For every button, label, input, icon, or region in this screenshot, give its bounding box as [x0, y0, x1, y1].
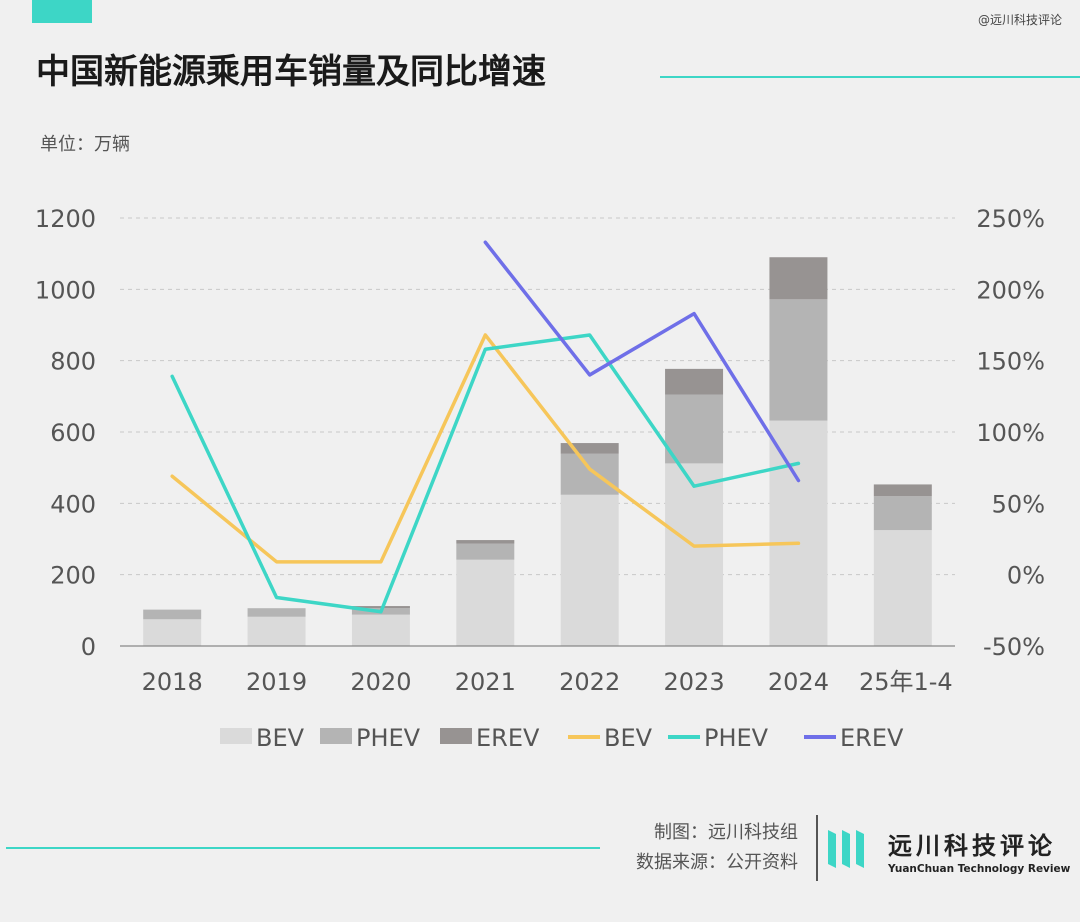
legend-label: BEV: [604, 724, 653, 752]
brand-logo-icon: [828, 830, 864, 868]
y-left-tick-label: 600: [50, 419, 96, 447]
legend-label: PHEV: [356, 724, 421, 752]
bar-erev: [665, 368, 724, 395]
y-right-tick-label: -50%: [983, 633, 1045, 661]
bar-erev: [560, 443, 619, 454]
brand-name-en: YuanChuan Technology Review: [888, 863, 1071, 875]
axes: 0 200 400 600 800 1000 1200 -50% 0% 50% 100% 150% 20…: [35, 205, 1045, 696]
top-accent-bar: [32, 0, 92, 23]
credit-maker: 制图：远川科技组: [654, 822, 798, 843]
bar-bev: [873, 530, 932, 646]
bars: [143, 257, 932, 646]
y-left-tick-label: 0: [81, 633, 96, 661]
y-right-tick-label: 200%: [976, 276, 1045, 304]
x-tick-label: 2022: [559, 668, 620, 696]
bar-bev: [456, 559, 515, 646]
y-right-tick-label: 50%: [992, 490, 1045, 518]
y-left-tick-label: 1200: [35, 205, 96, 233]
bar-erev: [873, 484, 932, 497]
x-tick-label: 2020: [350, 668, 411, 696]
y-right-tick-label: 150%: [976, 348, 1045, 376]
legend-swatch-bev-bar: [220, 728, 252, 744]
bar-bev: [769, 420, 828, 646]
bar-bev: [665, 463, 724, 646]
sales-chart: 0 200 400 600 800 1000 1200 -50% 0% 50% 100% 150% 20…: [35, 205, 1045, 752]
footer-divider: [816, 815, 818, 881]
x-tick-label: 25年1-4: [859, 668, 953, 696]
x-tick-label: 2021: [455, 668, 516, 696]
bar-bev: [143, 619, 202, 646]
bar-phev: [665, 394, 724, 464]
y-left-tick-label: 1000: [35, 276, 96, 304]
legend-swatch-erev-bar: [440, 728, 472, 744]
legend-label: PHEV: [704, 724, 769, 752]
legend-label: EREV: [840, 724, 904, 752]
y-left-tick-label: 200: [50, 562, 96, 590]
legend-label: BEV: [256, 724, 305, 752]
brand-name-cn: 远川科技评论: [888, 832, 1056, 860]
bar-phev: [769, 299, 828, 421]
line-bev-growth: [170, 333, 801, 564]
bar-bev: [560, 494, 619, 646]
line-erev-growth: [483, 240, 801, 483]
bar-phev: [247, 608, 306, 617]
line-phev-growth: [170, 333, 801, 614]
bar-erev: [769, 257, 828, 300]
bar-erev: [456, 540, 515, 544]
legend-label: EREV: [476, 724, 540, 752]
bar-bev: [351, 614, 410, 646]
bar-bev: [247, 616, 306, 646]
growth-lines: [170, 240, 801, 614]
credit-source: 数据来源：公开资料: [636, 852, 798, 873]
bar-phev: [143, 609, 202, 620]
watermark: @远川科技评论: [977, 13, 1062, 27]
y-left-tick-label: 400: [50, 490, 96, 518]
y-right-tick-label: 100%: [976, 419, 1045, 447]
brand: 远川科技评论 YuanChuan Technology Review: [888, 826, 1070, 875]
y-right-tick-label: 0%: [1007, 562, 1045, 590]
x-tick-label: 2019: [246, 668, 307, 696]
legend: BEV PHEV EREV BEV PHEV EREV: [220, 724, 904, 752]
y-right-tick-label: 250%: [976, 205, 1045, 233]
title-accent-line: [660, 76, 1080, 78]
credits: 制图：远川科技组 数据来源：公开资料: [636, 818, 798, 878]
x-tick-label: 2018: [142, 668, 203, 696]
bar-phev: [456, 543, 515, 560]
unit-label: 单位：万辆: [40, 134, 130, 155]
bar-phev: [873, 496, 932, 531]
grid-lines: [120, 217, 955, 576]
x-tick-label: 2023: [664, 668, 725, 696]
legend-swatch-phev-bar: [320, 728, 352, 744]
footer-accent-line: [6, 847, 600, 849]
bar-phev: [560, 453, 619, 495]
x-tick-label: 2024: [768, 668, 829, 696]
chart-title: 中国新能源乘用车销量及同比增速: [36, 52, 546, 92]
y-left-tick-label: 800: [50, 348, 96, 376]
